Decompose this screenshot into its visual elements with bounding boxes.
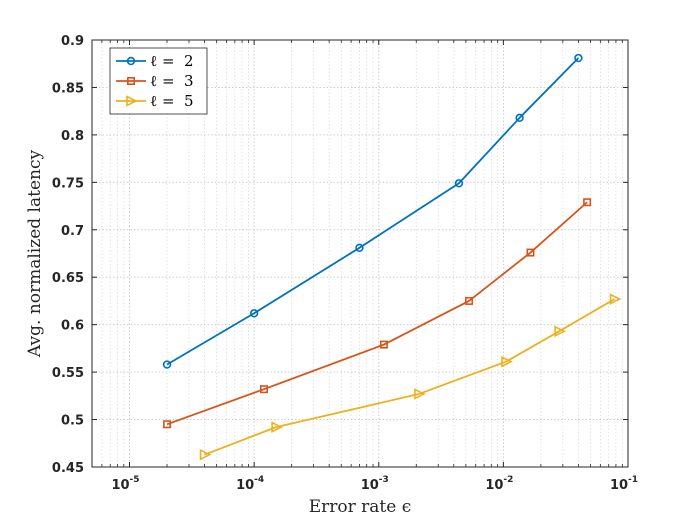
legend-label: ℓ = 3 bbox=[150, 72, 194, 90]
y-tick-label: 0.55 bbox=[52, 366, 84, 381]
y-tick-label: 0.9 bbox=[61, 34, 84, 49]
data-point bbox=[526, 248, 535, 257]
x-tick-label: 10-5 bbox=[111, 475, 139, 493]
y-axis-label: Avg. normalized latency bbox=[25, 150, 45, 359]
data-point bbox=[249, 309, 259, 318]
data-point bbox=[501, 355, 513, 368]
data-point bbox=[162, 360, 172, 369]
x-axis-label: Error rate ϵ bbox=[309, 497, 412, 517]
y-tick-label: 0.6 bbox=[61, 319, 84, 334]
data-point bbox=[260, 385, 269, 394]
legend-label: ℓ = 2 bbox=[150, 52, 194, 70]
data-point bbox=[515, 113, 524, 123]
data-point bbox=[379, 340, 388, 349]
legend-marker bbox=[126, 95, 138, 107]
x-tick-label: 10-4 bbox=[236, 475, 264, 493]
series-line bbox=[204, 298, 616, 456]
legend-label: ℓ = 5 bbox=[150, 92, 194, 110]
legend-marker bbox=[127, 77, 136, 86]
data-point bbox=[609, 293, 622, 305]
data-point bbox=[465, 296, 474, 305]
data-point bbox=[574, 53, 583, 63]
data-point bbox=[199, 448, 212, 461]
y-tick-label: 0.7 bbox=[61, 224, 84, 239]
series-line bbox=[166, 57, 580, 366]
legend-item: ℓ = 3 bbox=[116, 72, 194, 90]
y-tick-label: 0.45 bbox=[52, 461, 84, 476]
series-line bbox=[166, 201, 588, 426]
data-point bbox=[414, 388, 426, 400]
data-point bbox=[355, 243, 364, 253]
data-point bbox=[163, 420, 172, 429]
data-point bbox=[271, 421, 283, 433]
x-tick-label: 10-3 bbox=[361, 475, 389, 493]
series-group bbox=[162, 53, 622, 461]
y-tick-label: 0.5 bbox=[61, 414, 84, 429]
series-1 bbox=[162, 53, 583, 369]
legend: ℓ = 2 ℓ = 3 ℓ = 5 bbox=[109, 47, 208, 115]
legend-item: ℓ = 2 bbox=[116, 52, 194, 70]
x-tick-label: 10-1 bbox=[610, 475, 638, 493]
legend-marker bbox=[126, 56, 136, 66]
data-point bbox=[454, 179, 464, 188]
y-tick-label: 0.75 bbox=[52, 176, 84, 191]
x-tick-label: 10-2 bbox=[485, 475, 513, 493]
data-point bbox=[583, 198, 592, 207]
axis-ticks: 10-5 10-4 10-3 10-2 10-1 0.45 0.5 0.55 0.6 0.65 0.… bbox=[52, 34, 638, 493]
y-tick-label: 0.8 bbox=[61, 129, 84, 144]
plot-frame bbox=[91, 39, 629, 468]
legend-item: ℓ = 5 bbox=[116, 92, 194, 110]
series-2 bbox=[163, 198, 592, 429]
data-point bbox=[554, 325, 566, 338]
y-tick-label: 0.65 bbox=[52, 271, 84, 286]
y-tick-label: 0.85 bbox=[52, 81, 84, 96]
series-3 bbox=[199, 293, 622, 461]
